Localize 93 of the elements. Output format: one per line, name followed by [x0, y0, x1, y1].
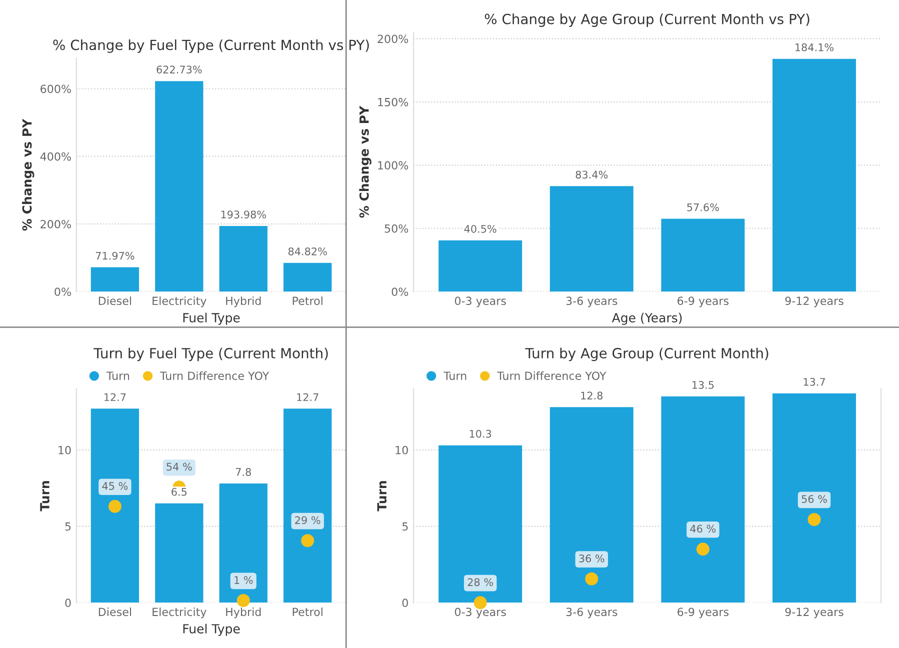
x-tick-label: Hybrid — [226, 296, 261, 308]
legend-label: Turn — [106, 372, 130, 380]
point — [108, 500, 122, 513]
y-tick-label: 0 — [402, 598, 408, 608]
data-label: 57.6% — [687, 203, 719, 212]
bar — [90, 408, 140, 603]
x-tick-label: 9-12 years — [785, 296, 844, 308]
y-axis-title: Turn — [377, 481, 387, 512]
chart-title: % Change by Age Group (Current Month vs PY) — [484, 14, 810, 27]
bar — [219, 484, 268, 603]
data-label: 1 % — [234, 576, 253, 584]
data-label: 7.8 — [236, 468, 251, 476]
data-label: 12.7 — [104, 393, 126, 401]
bar — [438, 240, 522, 292]
data-label: 10.3 — [470, 430, 492, 438]
point — [236, 594, 250, 608]
data-label: 12.7 — [297, 393, 318, 401]
y-tick-label: 150% — [378, 98, 408, 106]
category-label: Hybrid — [226, 608, 261, 618]
bar — [284, 408, 332, 603]
category-label: 6-9 years — [678, 608, 729, 618]
category-label: Electricity — [152, 608, 206, 618]
legend-label: Turn Difference YOY — [497, 371, 606, 380]
data-label: 28 % — [468, 578, 493, 586]
point — [474, 596, 487, 610]
data-label: 193.98% — [221, 210, 266, 218]
point — [301, 534, 314, 548]
bar — [155, 503, 204, 603]
data-label: 12.8 — [581, 392, 603, 400]
y-tick-label: 0% — [392, 288, 408, 296]
x-tick-label: Diesel — [98, 296, 131, 306]
y-tick-label: 400% — [40, 152, 71, 161]
y-tick-label: 5 — [65, 522, 71, 531]
bar — [284, 262, 332, 292]
bar — [661, 396, 745, 603]
bar — [219, 226, 268, 292]
x-tick-label: 0-3 years — [454, 296, 506, 308]
data-label: 71.97% — [96, 252, 134, 260]
legend-label: Turn — [444, 372, 466, 380]
chart-title: Turn by Age Group (Current Month) — [525, 348, 768, 362]
point — [808, 512, 821, 526]
category-label: 9-12 years — [785, 608, 844, 618]
legend-label: Turn Difference YOY — [160, 371, 270, 380]
data-label: 13.5 — [692, 380, 714, 389]
x-axis-title: Fuel Type — [183, 312, 240, 325]
y-tick-label: 200% — [40, 220, 71, 228]
category-label: Petrol — [292, 608, 322, 616]
data-label: 56 % — [802, 495, 827, 503]
data-label: 54 % — [166, 462, 192, 471]
y-axis-title: % Change vs PY — [359, 106, 372, 218]
point — [585, 572, 598, 586]
bar — [90, 267, 140, 292]
bar — [661, 218, 745, 292]
x-axis-title: Age (Years) — [612, 312, 682, 325]
data-label: 45 % — [102, 482, 128, 490]
category-label: 0-3 years — [454, 608, 506, 618]
bar — [550, 407, 634, 603]
data-label: 29 % — [295, 516, 320, 524]
x-tick-label: 3-6 years — [566, 296, 618, 308]
bar — [772, 58, 856, 292]
bar — [772, 393, 856, 603]
point — [696, 542, 710, 556]
category-label: Diesel — [98, 608, 131, 616]
data-label: 84.82% — [288, 247, 327, 256]
data-label: 40.5% — [464, 224, 496, 233]
bar — [155, 81, 204, 292]
category-label: 3-6 years — [566, 608, 618, 618]
x-tick-label: Petrol — [292, 296, 322, 306]
y-axis-title: % Change vs PY — [22, 118, 34, 231]
chart-title: % Change by Fuel Type (Current Month vs PY) — [53, 39, 369, 53]
y-tick-label: 200% — [378, 34, 408, 44]
y-tick-label: 50% — [384, 224, 408, 233]
data-label: 13.7 — [804, 378, 825, 386]
y-tick-label: 5 — [402, 522, 408, 531]
y-tick-label: 100% — [378, 161, 408, 170]
y-axis-title: Turn — [40, 481, 50, 512]
bar — [438, 445, 522, 603]
bar — [550, 186, 634, 292]
data-label: 36 % — [579, 554, 604, 562]
data-label: 46 % — [690, 524, 716, 533]
data-label: 622.73% — [156, 66, 202, 74]
data-label: 83.4% — [576, 170, 608, 179]
y-tick-label: 10 — [58, 446, 71, 454]
x-tick-label: Electricity — [152, 296, 206, 308]
x-tick-label: 6-9 years — [678, 296, 729, 308]
y-tick-label: 10 — [396, 446, 408, 454]
x-axis-title: Fuel Type — [183, 624, 240, 636]
y-tick-label: 0 — [65, 598, 71, 608]
data-label: 184.1% — [796, 43, 834, 52]
y-tick-label: 0% — [54, 288, 71, 296]
chart-title: Turn by Fuel Type (Current Month) — [94, 348, 328, 362]
data-label: 6.5 — [172, 488, 187, 496]
y-tick-label: 600% — [40, 84, 71, 94]
